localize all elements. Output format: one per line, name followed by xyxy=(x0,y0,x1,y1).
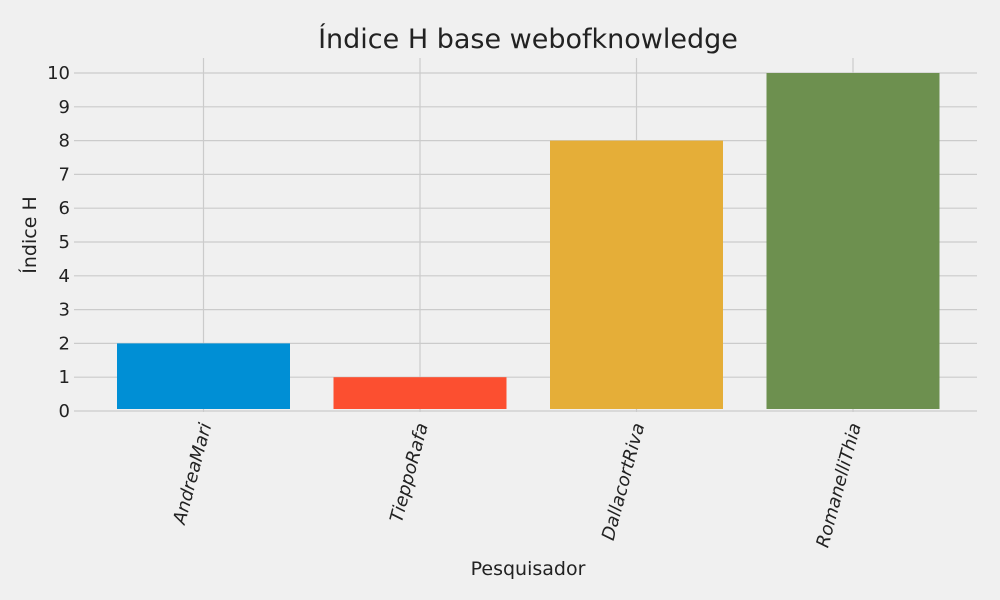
bar-andreamari xyxy=(117,343,290,409)
y-axis-label: Índice H xyxy=(18,196,41,273)
y-tick-label: 3 xyxy=(59,300,70,321)
x-tick-label: RomanelliThia xyxy=(812,421,865,550)
y-tick-label: 6 xyxy=(59,198,70,219)
x-tick-labels: AndreaMari TieppoRafa DallacortRiva Romanel… xyxy=(169,421,866,550)
y-tick-label: 1 xyxy=(59,367,70,388)
y-tick-label: 7 xyxy=(59,164,70,185)
y-tick-label: 8 xyxy=(59,131,70,152)
y-tick-label: 10 xyxy=(47,63,70,84)
x-tick-label: AndreaMari xyxy=(169,421,216,527)
bar-romanellithia xyxy=(766,73,940,409)
x-tick-label: DallacortRiva xyxy=(598,421,649,543)
chart-title: Índice H base webofknowledge xyxy=(318,23,738,55)
y-tick-label: 5 xyxy=(59,232,70,253)
y-tick-labels: 0 1 2 3 4 5 6 7 8 9 10 xyxy=(47,63,70,422)
bars-layer xyxy=(117,73,940,409)
y-tick-label: 0 xyxy=(59,401,70,422)
y-tick-label: 4 xyxy=(59,266,70,287)
x-axis-label: Pesquisador xyxy=(471,558,586,580)
y-tick-label: 2 xyxy=(59,333,70,354)
bar-dallacortriva xyxy=(550,140,723,409)
y-tick-label: 9 xyxy=(59,97,70,118)
x-tick-label: TieppoRafa xyxy=(386,421,433,525)
bar-tiepporafa xyxy=(333,377,507,409)
